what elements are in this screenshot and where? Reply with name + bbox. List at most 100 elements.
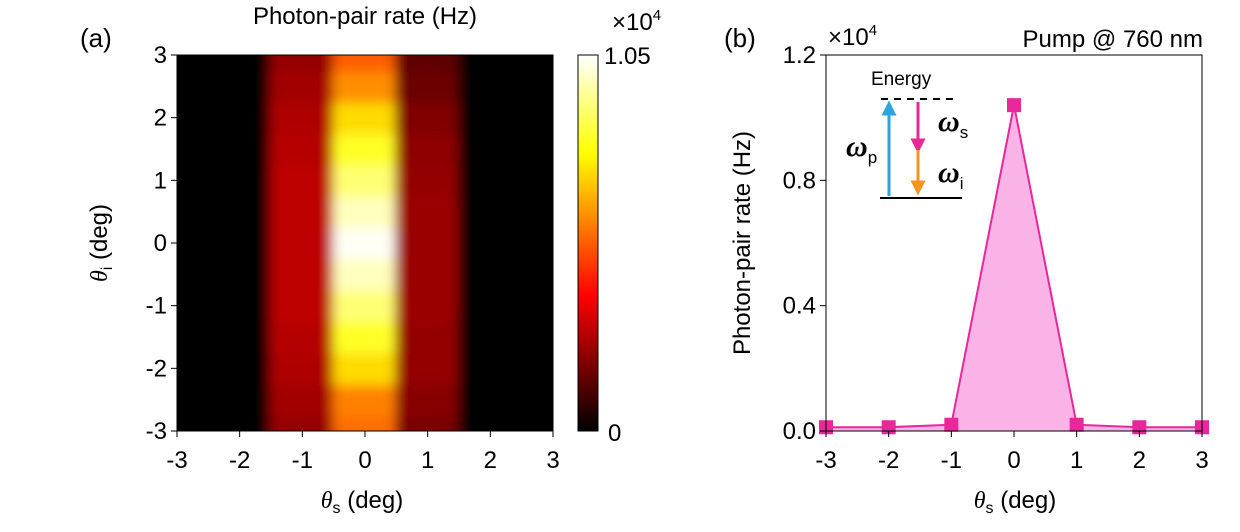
heatmap-cell <box>270 383 335 417</box>
heatmap-cell <box>395 383 460 417</box>
heatmap-cell <box>395 163 460 197</box>
heatmap-cell <box>332 257 398 291</box>
signal-label: ωs <box>938 105 968 142</box>
heatmap-title: Photon-pair rate (Hz) <box>253 3 477 30</box>
heatmap-cell <box>332 132 398 166</box>
heatmap-cell <box>332 414 398 431</box>
line-y-tick-label: 0.4 <box>783 293 816 320</box>
line-x-tick-label: -1 <box>941 447 962 474</box>
heatmap-cell <box>332 163 398 197</box>
heatmap-cell <box>458 163 523 197</box>
heatmap-cell <box>395 226 460 260</box>
heatmap-cell <box>207 101 272 135</box>
heatmap-x-tick-label: 0 <box>358 447 371 474</box>
heatmap-cell <box>270 195 335 229</box>
heatmap-cell <box>207 383 272 417</box>
heatmap-x-tick-label: 2 <box>484 447 497 474</box>
heatmap-cell <box>458 132 523 166</box>
heatmap-cell <box>332 351 398 385</box>
series-area-fill <box>826 105 1202 431</box>
heatmap-cell <box>177 351 210 385</box>
heatmap-cell <box>270 257 335 291</box>
heatmap-cell <box>395 414 460 431</box>
data-point-marker <box>1069 417 1084 432</box>
heatmap-cell <box>177 101 210 135</box>
heatmap-cell <box>332 320 398 354</box>
line-y-tick-label: 0.0 <box>783 418 816 445</box>
heatmap-cell <box>207 289 272 323</box>
heatmap-cell <box>270 69 335 103</box>
heatmap-cell <box>332 69 398 103</box>
line-chart-title: Pump @ 760 nm <box>1023 26 1203 53</box>
heatmap-y-tick-label: -2 <box>146 355 167 382</box>
heatmap-cell <box>520 55 553 72</box>
line-x-tick-label: 0 <box>1007 447 1020 474</box>
heatmap-cell <box>520 351 553 385</box>
line-y-axis-label: Photon-pair rate (Hz) <box>729 131 756 355</box>
heatmap-y-ticks: -3 -2 -1 0 1 2 3 <box>146 42 177 445</box>
heatmap-cell <box>332 55 398 72</box>
panel-b-label: (b) <box>724 23 756 53</box>
heatmap-cell <box>458 351 523 385</box>
heatmap-y-tick-label: -3 <box>146 418 167 445</box>
heatmap-cell <box>207 195 272 229</box>
heatmap-cell <box>270 55 335 72</box>
line-x-tick-label: 1 <box>1070 447 1083 474</box>
heatmap-cell <box>395 55 460 72</box>
heatmap-cell <box>520 163 553 197</box>
panel-a: (a) Photon-pair rate (Hz) -3 -2 -1 0 1 2 3 -3-… <box>80 3 661 517</box>
heatmap-cell <box>177 132 210 166</box>
heatmap-cell <box>270 414 335 431</box>
line-x-tick-label: 3 <box>1195 447 1208 474</box>
heatmap-cell <box>270 289 335 323</box>
heatmap-cell <box>520 132 553 166</box>
line-y-multiplier: ×104 <box>828 22 877 51</box>
heatmap-cell <box>270 226 335 260</box>
line-x-tick-label: -3 <box>815 447 836 474</box>
heatmap-cell <box>332 289 398 323</box>
line-x-axis-label: θs (deg) <box>974 487 1057 517</box>
inset-energy-label: Energy <box>871 69 932 90</box>
heatmap-cell <box>520 320 553 354</box>
heatmap-cell <box>520 414 553 431</box>
panel-b: (b) Pump @ 760 nm ×104 -3 -2 -1 0 1 2 3 0.0 0.4… <box>724 22 1209 517</box>
heatmap-y-tick-label: 3 <box>154 42 167 69</box>
heatmap-cell <box>177 289 210 323</box>
heatmap-cell <box>270 101 335 135</box>
heatmap-cell <box>177 383 210 417</box>
heatmap-cell <box>395 195 460 229</box>
heatmap-cell <box>207 257 272 291</box>
heatmap-x-tick-label: 1 <box>421 447 434 474</box>
heatmap-cell <box>332 383 398 417</box>
heatmap-y-tick-label: 2 <box>154 105 167 132</box>
heatmap-cell <box>395 101 460 135</box>
heatmap-cells <box>177 55 553 431</box>
heatmap-cell <box>520 69 553 103</box>
heatmap-cell <box>395 257 460 291</box>
heatmap-cell <box>458 257 523 291</box>
heatmap-y-tick-label: 1 <box>154 167 167 194</box>
heatmap-cell <box>207 320 272 354</box>
heatmap-cell <box>270 320 335 354</box>
heatmap-y-tick-label: -1 <box>146 293 167 320</box>
heatmap-cell <box>520 257 553 291</box>
idler-label: ωi <box>938 156 963 193</box>
heatmap-cell <box>458 226 523 260</box>
heatmap-x-tick-label: 3 <box>546 447 559 474</box>
heatmap-cell <box>458 289 523 323</box>
heatmap-cell <box>177 69 210 103</box>
line-x-tick-label: -2 <box>878 447 899 474</box>
heatmap-cell <box>458 414 523 431</box>
heatmap-y-axis-label: θi (deg) <box>86 204 116 282</box>
energy-level-inset: Energy ωp ωs ωi <box>846 69 968 199</box>
heatmap-cell <box>270 132 335 166</box>
data-point-marker <box>944 417 959 432</box>
line-y-tick-label: 1.2 <box>783 42 816 69</box>
heatmap-cell <box>520 195 553 229</box>
heatmap-cell <box>458 101 523 135</box>
heatmap-cell <box>458 320 523 354</box>
heatmap-cell <box>207 69 272 103</box>
heatmap-x-ticks: -3 -2 -1 0 1 2 3 <box>166 431 560 474</box>
heatmap-cell <box>207 55 272 72</box>
colorbar-min-label: 0 <box>608 420 621 447</box>
